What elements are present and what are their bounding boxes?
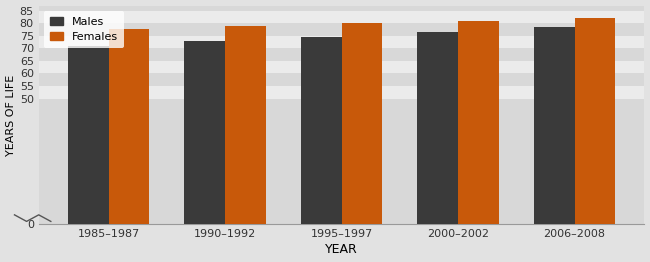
Y-axis label: YEARS OF LIFE: YEARS OF LIFE [6,74,16,156]
Bar [185,41,225,225]
Bar [39,48,644,61]
X-axis label: YEAR: YEAR [325,243,358,256]
Bar [39,10,644,23]
Bar [39,6,644,10]
Bar [39,99,644,225]
Bar [68,46,109,225]
Bar [109,29,150,225]
Bar [301,37,342,225]
Bar [534,27,575,225]
Bar [417,32,458,225]
Bar [225,26,266,225]
Bar [39,61,644,73]
Legend: Males, Females: Males, Females [44,11,124,48]
Bar [458,21,499,225]
Bar [39,36,644,48]
Bar [342,23,382,225]
Bar [575,18,616,225]
Bar [39,86,644,99]
Bar [39,23,644,36]
Bar [39,73,644,86]
